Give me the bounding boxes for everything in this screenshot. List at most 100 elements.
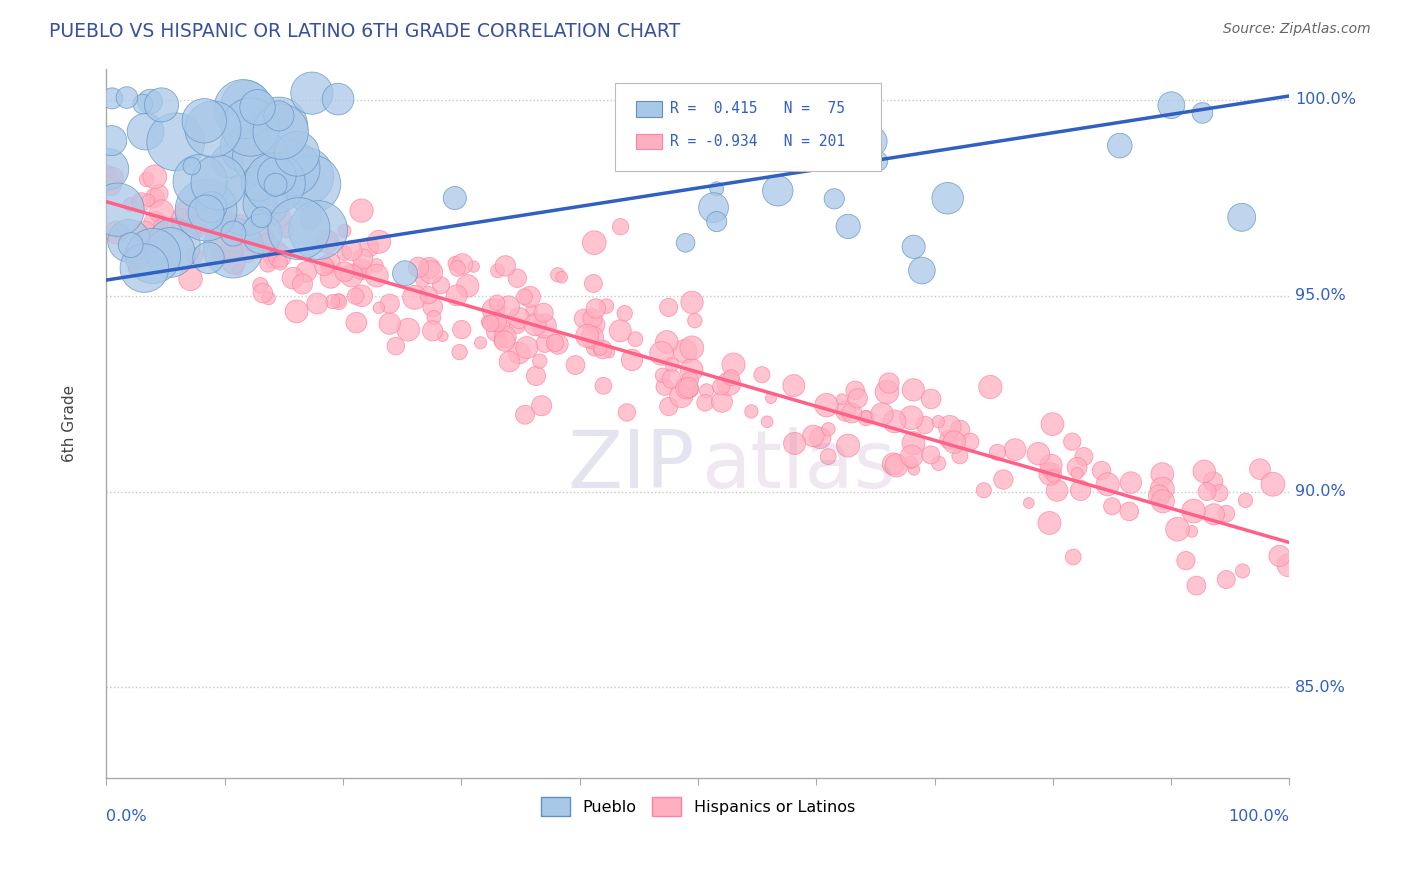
Point xyxy=(613,306,636,320)
Point xyxy=(249,150,271,164)
Point xyxy=(239,120,262,134)
Point xyxy=(938,419,960,434)
Point xyxy=(547,268,569,282)
Point xyxy=(226,263,249,277)
Text: 100.0%: 100.0% xyxy=(1229,809,1289,824)
Point xyxy=(592,343,614,357)
Point xyxy=(344,289,367,303)
Point xyxy=(485,315,508,329)
Point xyxy=(404,290,426,304)
Point xyxy=(1182,504,1205,518)
Point xyxy=(347,265,370,279)
Point xyxy=(494,329,516,343)
Point xyxy=(127,253,149,268)
Point xyxy=(446,261,468,276)
Point xyxy=(188,174,211,188)
Point xyxy=(267,242,290,256)
Point xyxy=(1018,496,1040,510)
Point xyxy=(903,240,925,254)
Point xyxy=(846,392,869,406)
Point xyxy=(111,225,134,239)
Point xyxy=(120,197,142,211)
Point xyxy=(1197,484,1219,499)
Point xyxy=(1232,564,1254,578)
Point xyxy=(352,252,374,266)
Point xyxy=(710,379,733,393)
Point xyxy=(295,265,318,279)
Point xyxy=(598,345,620,359)
Point xyxy=(250,211,273,225)
Point xyxy=(920,392,942,406)
Point xyxy=(1062,549,1084,564)
Point xyxy=(105,226,128,240)
Point xyxy=(204,235,226,250)
Point xyxy=(1249,462,1271,476)
Point xyxy=(886,458,908,473)
Point xyxy=(766,184,789,198)
Point xyxy=(949,423,972,437)
Point xyxy=(679,373,702,387)
Point xyxy=(276,223,298,237)
Point xyxy=(1160,98,1182,112)
Point xyxy=(143,191,166,205)
Point xyxy=(132,97,155,112)
Point xyxy=(207,175,229,189)
Point xyxy=(238,237,260,252)
Point xyxy=(322,294,344,309)
Point xyxy=(422,324,444,338)
Point xyxy=(506,318,529,333)
Text: 0.0%: 0.0% xyxy=(107,809,148,824)
Point xyxy=(193,202,215,216)
Point xyxy=(222,255,245,269)
Point xyxy=(299,210,322,224)
Point xyxy=(432,329,454,343)
Point xyxy=(107,202,129,217)
Point xyxy=(138,194,160,208)
Point xyxy=(533,318,555,333)
Point xyxy=(134,226,156,240)
Point xyxy=(270,125,292,139)
Point xyxy=(1046,483,1069,498)
Point xyxy=(837,219,859,234)
Point xyxy=(710,394,733,409)
Point xyxy=(513,408,536,422)
Point xyxy=(408,260,430,275)
Text: 95.0%: 95.0% xyxy=(1295,288,1346,303)
Point xyxy=(218,215,240,229)
Point xyxy=(366,268,388,283)
Point xyxy=(1073,450,1095,464)
Point xyxy=(1004,442,1026,457)
Point xyxy=(200,200,222,214)
Point xyxy=(254,197,277,211)
Point xyxy=(1202,508,1225,522)
Point xyxy=(249,278,271,293)
Point xyxy=(101,91,124,105)
Point xyxy=(679,382,702,396)
Point xyxy=(1278,558,1301,573)
Point xyxy=(368,235,391,249)
Point xyxy=(841,406,863,420)
Point xyxy=(135,228,157,243)
Point xyxy=(547,337,569,351)
Point xyxy=(183,249,205,263)
Point xyxy=(1191,106,1213,120)
Point xyxy=(524,368,547,383)
Point xyxy=(205,247,228,261)
Point xyxy=(221,244,243,259)
Point xyxy=(418,260,440,275)
Point xyxy=(589,342,612,356)
Point xyxy=(420,265,443,279)
Point xyxy=(477,315,499,329)
Point xyxy=(314,259,336,273)
Point xyxy=(489,334,512,349)
Point xyxy=(911,263,934,277)
Point xyxy=(651,368,673,383)
Point xyxy=(1119,475,1142,490)
Point xyxy=(204,185,226,199)
Text: 100.0%: 100.0% xyxy=(1295,93,1357,107)
Point xyxy=(222,241,245,255)
Point xyxy=(609,219,631,234)
Point xyxy=(1040,458,1063,473)
Point xyxy=(564,358,586,372)
Point xyxy=(529,354,551,368)
